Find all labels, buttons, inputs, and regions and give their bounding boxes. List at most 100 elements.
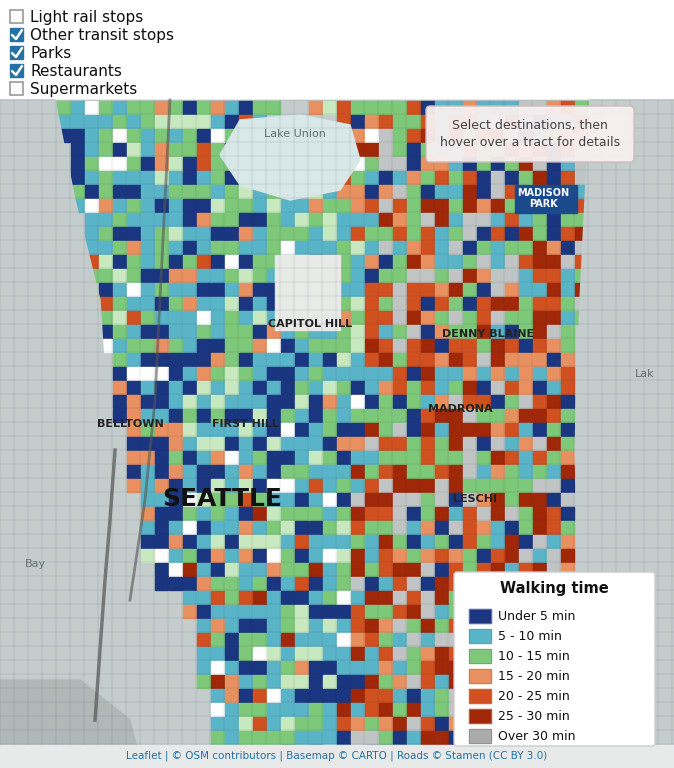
Bar bbox=[435, 507, 448, 519]
Bar bbox=[350, 240, 363, 253]
Bar bbox=[518, 114, 532, 127]
Bar bbox=[168, 157, 181, 170]
Bar bbox=[462, 422, 475, 435]
Bar bbox=[183, 409, 195, 422]
Bar bbox=[322, 227, 336, 240]
Bar bbox=[491, 591, 503, 604]
Bar bbox=[462, 647, 475, 660]
Bar bbox=[491, 674, 503, 687]
Bar bbox=[224, 143, 237, 155]
Bar bbox=[113, 339, 125, 352]
Bar bbox=[210, 269, 224, 282]
Bar bbox=[421, 366, 433, 379]
Bar bbox=[448, 310, 462, 323]
Bar bbox=[84, 170, 98, 184]
Bar bbox=[98, 184, 111, 197]
Bar bbox=[392, 213, 406, 226]
Bar bbox=[239, 227, 251, 240]
Bar bbox=[477, 717, 489, 730]
Bar bbox=[98, 143, 111, 155]
Bar bbox=[406, 451, 419, 464]
Bar bbox=[421, 562, 433, 575]
Text: LESCHI: LESCHI bbox=[453, 494, 497, 504]
Bar bbox=[491, 353, 503, 366]
Bar bbox=[336, 535, 350, 548]
Bar bbox=[547, 591, 559, 604]
Bar bbox=[392, 451, 406, 464]
Bar bbox=[280, 535, 293, 548]
Bar bbox=[561, 535, 574, 548]
Bar bbox=[336, 310, 350, 323]
Bar bbox=[469, 609, 491, 623]
Bar bbox=[197, 366, 210, 379]
Bar bbox=[491, 422, 503, 435]
Bar bbox=[309, 283, 321, 296]
Bar bbox=[140, 339, 154, 352]
Bar bbox=[71, 184, 84, 197]
Bar bbox=[113, 240, 125, 253]
Bar bbox=[365, 366, 377, 379]
Bar bbox=[154, 184, 168, 197]
Bar bbox=[406, 213, 419, 226]
Bar bbox=[518, 647, 532, 660]
Bar bbox=[140, 535, 154, 548]
Bar bbox=[239, 647, 251, 660]
Bar bbox=[224, 633, 237, 645]
Bar bbox=[113, 395, 125, 408]
Bar bbox=[266, 730, 280, 743]
Bar bbox=[532, 101, 545, 114]
Bar bbox=[448, 618, 462, 631]
Bar bbox=[379, 688, 392, 701]
Bar bbox=[462, 296, 475, 310]
Bar bbox=[518, 688, 532, 701]
Bar bbox=[435, 227, 448, 240]
Bar bbox=[448, 143, 462, 155]
Bar bbox=[477, 240, 489, 253]
Bar bbox=[574, 310, 588, 323]
Bar bbox=[518, 633, 532, 645]
Bar bbox=[266, 717, 280, 730]
Bar bbox=[239, 366, 251, 379]
Bar bbox=[379, 114, 392, 127]
Bar bbox=[477, 465, 489, 478]
Bar bbox=[421, 310, 433, 323]
Bar bbox=[140, 114, 154, 127]
Bar bbox=[140, 492, 154, 505]
Bar bbox=[547, 366, 559, 379]
Bar bbox=[197, 451, 210, 464]
Bar bbox=[435, 170, 448, 184]
Bar bbox=[462, 366, 475, 379]
Bar bbox=[253, 604, 266, 617]
Bar bbox=[547, 143, 559, 155]
Bar bbox=[183, 296, 195, 310]
Bar bbox=[280, 562, 293, 575]
Bar bbox=[477, 688, 489, 701]
Bar bbox=[253, 674, 266, 687]
Bar bbox=[561, 366, 574, 379]
Bar bbox=[462, 128, 475, 141]
Bar bbox=[477, 310, 489, 323]
Bar bbox=[392, 184, 406, 197]
Bar bbox=[421, 339, 433, 352]
Bar bbox=[336, 269, 350, 282]
Bar bbox=[266, 688, 280, 701]
Bar bbox=[448, 366, 462, 379]
Bar bbox=[365, 184, 377, 197]
Bar bbox=[435, 422, 448, 435]
Bar bbox=[183, 604, 195, 617]
Bar bbox=[154, 422, 168, 435]
Bar bbox=[561, 422, 574, 435]
Bar bbox=[210, 465, 224, 478]
Bar bbox=[469, 689, 491, 703]
Bar bbox=[392, 114, 406, 127]
Bar bbox=[547, 227, 559, 240]
Bar bbox=[491, 366, 503, 379]
Bar bbox=[309, 184, 321, 197]
Bar bbox=[547, 562, 559, 575]
Bar bbox=[183, 535, 195, 548]
Bar bbox=[448, 730, 462, 743]
Bar bbox=[561, 521, 574, 534]
Bar bbox=[392, 660, 406, 674]
Bar bbox=[266, 339, 280, 352]
Bar bbox=[336, 422, 350, 435]
